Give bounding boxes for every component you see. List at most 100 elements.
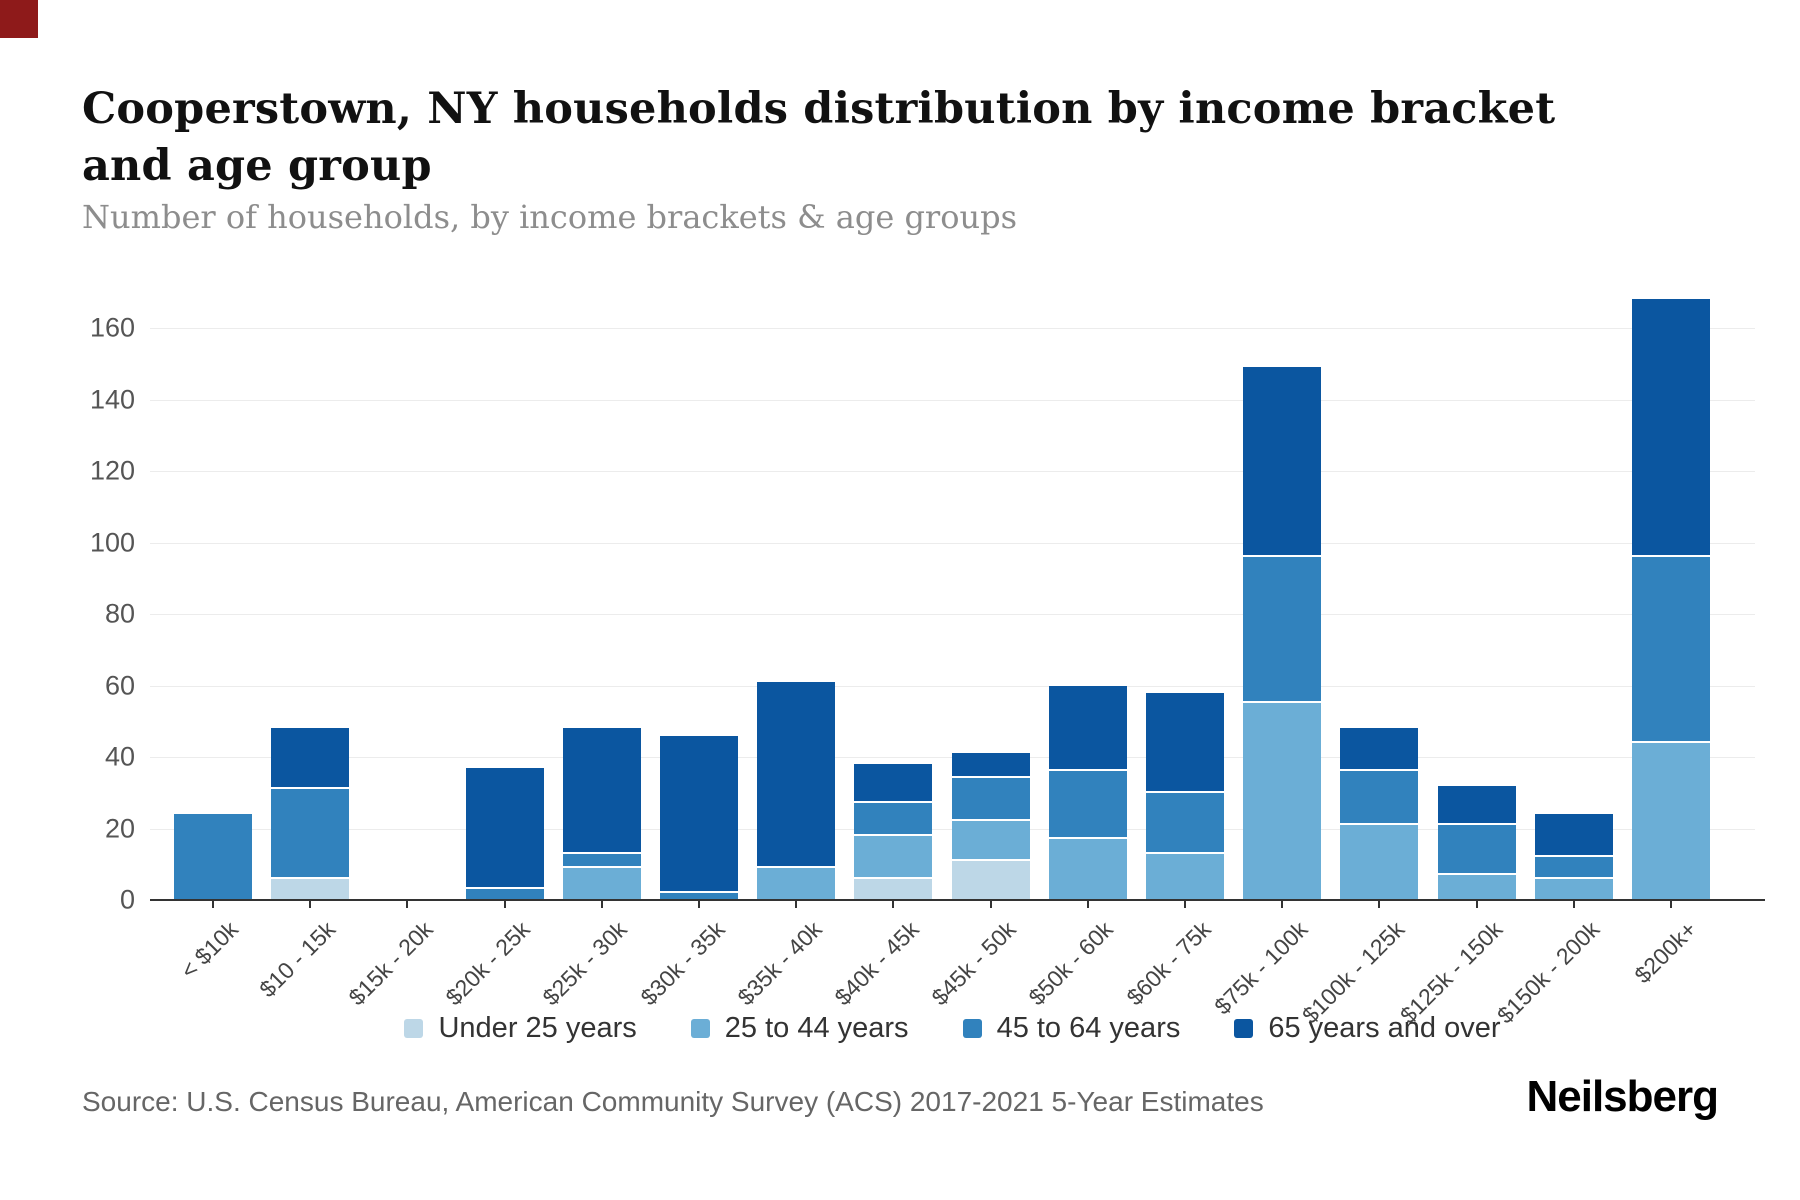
y-axis-tick-label: 140 — [89, 384, 135, 414]
x-axis-tick — [892, 901, 895, 908]
bar-segment[interactable] — [1632, 556, 1710, 743]
bar-segment[interactable] — [951, 860, 1030, 900]
x-axis-category-label: $40k - 45k — [829, 916, 924, 1011]
bar-segment[interactable] — [1048, 771, 1127, 840]
bar-segment[interactable] — [1534, 814, 1613, 858]
bar-segment[interactable] — [660, 735, 738, 893]
x-axis-line — [150, 899, 1765, 901]
bar-segment[interactable] — [1340, 728, 1419, 772]
bar-segment[interactable] — [1146, 692, 1224, 793]
bar-segment[interactable] — [757, 867, 836, 900]
x-axis-tick — [795, 901, 798, 908]
bar-segment[interactable] — [1243, 367, 1322, 557]
source-attribution: Source: U.S. Census Bureau, American Com… — [82, 1086, 1264, 1117]
x-axis-tick — [1475, 901, 1478, 908]
legend-label: 45 to 64 years — [996, 1012, 1181, 1044]
y-axis-tick-label: 160 — [89, 312, 135, 343]
bar-segment[interactable] — [951, 778, 1030, 822]
bar-segment[interactable] — [1146, 853, 1224, 900]
legend-swatch-icon — [690, 1019, 710, 1038]
x-axis-category-label: $15k - 20k — [343, 916, 438, 1011]
x-axis-tick — [406, 901, 409, 908]
bar-segment[interactable] — [1340, 771, 1419, 825]
bar-segment[interactable] — [465, 889, 544, 900]
legend-item[interactable]: Under 25 years — [404, 1012, 637, 1045]
x-axis-tick — [503, 901, 506, 908]
y-axis-tick-label: 100 — [89, 527, 135, 557]
bar-segment[interactable] — [271, 878, 350, 900]
bar-segment[interactable] — [562, 867, 641, 900]
legend: Under 25 years 25 to 44 years 45 to 64 yea… — [150, 1012, 1755, 1045]
bar-segment[interactable] — [757, 681, 836, 868]
bar-segment[interactable] — [854, 764, 933, 804]
legend-swatch-icon — [404, 1019, 424, 1038]
bar-segment[interactable] — [562, 728, 641, 854]
neilsberg-logo[interactable]: Neilsberg — [1526, 1072, 1719, 1121]
y-axis-tick-label: 0 — [119, 884, 135, 915]
x-axis-tick — [1281, 901, 1284, 908]
x-axis-tick — [989, 901, 992, 908]
chart-title: Cooperstown, NY households distribution … — [82, 83, 1556, 191]
x-axis-category-label: $75k - 100k — [1209, 916, 1313, 1020]
gridline-80 — [150, 614, 1755, 615]
y-axis-tick-label: 20 — [104, 813, 135, 843]
bar-segment[interactable] — [951, 821, 1030, 861]
bar-segment[interactable] — [562, 853, 641, 868]
brand-corner-mark — [0, 0, 38, 38]
x-axis-tick — [698, 901, 700, 908]
x-axis-category-label: $35k - 40k — [732, 916, 827, 1011]
x-axis-category-label: $50k - 60k — [1023, 916, 1119, 1011]
bar-segment[interactable] — [1437, 824, 1516, 875]
bar-segment[interactable] — [1048, 685, 1127, 772]
legend-item[interactable]: 25 to 44 years — [690, 1012, 909, 1045]
bar-segment[interactable] — [1146, 792, 1224, 854]
bar-segment[interactable] — [1632, 742, 1710, 900]
x-axis-tick — [1378, 901, 1381, 908]
x-axis-tick — [1184, 901, 1186, 908]
bar-segment[interactable] — [951, 753, 1030, 779]
legend-item[interactable]: 45 to 64 years — [962, 1012, 1181, 1045]
bar-segment[interactable] — [1534, 878, 1613, 900]
bar-segment[interactable] — [854, 835, 933, 879]
x-axis-category-label: $30k - 35k — [635, 916, 730, 1011]
x-axis-tick — [1572, 901, 1575, 908]
x-axis-tick — [309, 901, 312, 908]
legend-item[interactable]: 65 years and over — [1234, 1012, 1501, 1045]
x-axis-tick — [600, 901, 603, 908]
legend-label: 25 to 44 years — [724, 1012, 909, 1044]
bar-segment[interactable] — [854, 803, 933, 836]
y-axis-tick-label: 60 — [104, 670, 135, 700]
gridline-120 — [150, 471, 1755, 472]
gridline-140 — [150, 399, 1755, 401]
y-axis-tick-label: 80 — [104, 598, 135, 629]
legend-label: 65 years and over — [1268, 1012, 1501, 1044]
bar-segment[interactable] — [1243, 556, 1322, 704]
bar-segment[interactable] — [1437, 785, 1516, 825]
bar-segment[interactable] — [854, 878, 933, 900]
gridline-100 — [150, 542, 1755, 544]
legend-label: Under 25 years — [438, 1012, 637, 1044]
bar-segment[interactable] — [1437, 874, 1516, 900]
x-axis-category-label: $200k+ — [1629, 916, 1702, 989]
y-axis-tick-label: 120 — [89, 455, 135, 486]
bar-segment[interactable] — [1632, 299, 1710, 557]
bar-segment[interactable] — [1340, 824, 1419, 900]
legend-swatch-icon — [1234, 1019, 1254, 1038]
x-axis-category-label: $10 - 15k — [254, 916, 341, 1003]
bar-segment[interactable] — [271, 789, 350, 879]
bar-segment[interactable] — [1534, 857, 1613, 879]
bar-segment[interactable] — [660, 892, 738, 900]
x-axis-category-label: $60k - 75k — [1121, 916, 1216, 1011]
y-axis-tick-label: 40 — [104, 741, 135, 772]
x-axis-category-label: $20k - 25k — [440, 916, 535, 1011]
bar-segment[interactable] — [174, 814, 252, 900]
x-axis-category-label: $25k - 30k — [537, 916, 633, 1011]
bar-segment[interactable] — [1048, 839, 1127, 900]
bar-segment[interactable] — [1243, 703, 1322, 900]
x-axis-category-label: $45k - 50k — [926, 916, 1021, 1011]
bar-segment[interactable] — [271, 728, 350, 790]
bar-segment[interactable] — [465, 767, 544, 890]
x-axis-tick — [212, 901, 214, 908]
